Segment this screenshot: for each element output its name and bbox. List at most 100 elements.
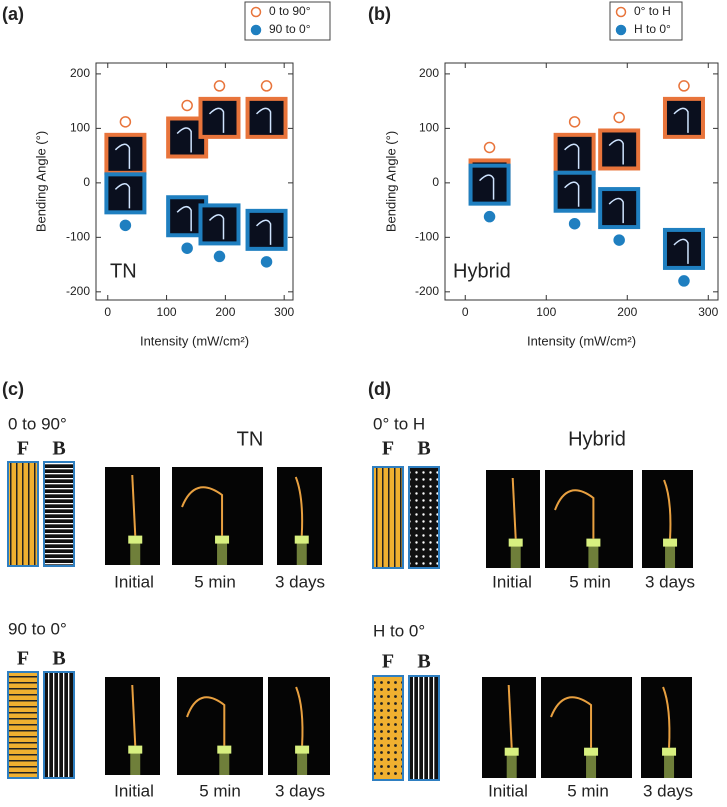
row-label: 0 to 90° — [8, 414, 67, 433]
data-point — [483, 210, 496, 223]
legend-label: 0° to H — [634, 4, 671, 18]
photo-fiber — [507, 684, 513, 748]
photo-clamp — [128, 745, 143, 754]
inset-photo — [553, 132, 596, 175]
back-label: B — [52, 648, 65, 670]
photo-clamp — [662, 747, 677, 756]
y-tick-label: 100 — [419, 121, 439, 135]
y-tick-label: 0 — [83, 175, 90, 189]
back-label: B — [417, 651, 430, 673]
photo-fiber — [295, 686, 304, 746]
y-tick-label: -200 — [66, 284, 90, 298]
inset-fiber — [564, 181, 580, 207]
annotation: Hybrid — [453, 260, 511, 282]
legend-label: 90 to 0° — [269, 22, 311, 36]
panel-title: TN — [237, 428, 264, 450]
photo-fiber — [131, 474, 137, 536]
photo-fiber — [662, 686, 671, 748]
inset-photo — [598, 128, 641, 171]
inset-photo — [198, 96, 241, 139]
inset-fiber — [114, 183, 131, 209]
photo-fiber — [550, 696, 593, 748]
data-point — [260, 80, 273, 92]
photo-caption: 3 days — [643, 781, 693, 800]
inset-photo — [104, 172, 147, 215]
x-tick-label: 100 — [157, 305, 177, 319]
photo-clamp — [663, 538, 678, 547]
data-point — [260, 256, 273, 268]
data-point — [119, 116, 132, 128]
x-tick-label: 100 — [536, 305, 556, 319]
x-tick-label: 0 — [462, 305, 469, 319]
inset-fiber — [176, 205, 192, 232]
photo-caption: Initial — [492, 572, 532, 591]
legend-label: 0 to 90° — [269, 4, 311, 18]
photo-caption: 5 min — [199, 781, 241, 800]
inset-photo — [198, 203, 241, 246]
back-pattern — [43, 461, 75, 567]
data-point — [213, 250, 226, 263]
inset-fiber — [564, 143, 580, 169]
data-point — [119, 219, 132, 232]
inset-photo — [104, 132, 147, 175]
x-tick-label: 0 — [104, 305, 111, 319]
photo-stem — [130, 747, 141, 775]
inset-fiber — [114, 143, 131, 169]
data-point — [678, 275, 690, 287]
inset-fiber — [479, 174, 495, 200]
data-point — [213, 80, 226, 92]
y-tick-label: 0 — [432, 175, 439, 189]
front-label: F — [17, 648, 29, 670]
annotation: TN — [110, 260, 137, 282]
inset-fiber — [608, 197, 624, 224]
inset-fiber — [208, 107, 225, 133]
front-label: F — [382, 438, 394, 460]
inset-photo — [553, 170, 596, 213]
panel-label: (c) — [2, 379, 24, 399]
photo-caption: Initial — [114, 781, 154, 800]
back-pattern — [408, 466, 440, 569]
photo-fiber — [554, 489, 595, 539]
photo-clamp — [294, 535, 309, 544]
photo-fiber — [186, 696, 226, 746]
photo-caption: 3 days — [645, 572, 695, 591]
x-tick-label: 300 — [274, 305, 294, 319]
photo-stem — [130, 537, 141, 565]
photo-stem — [586, 749, 597, 778]
panel-label: (b) — [368, 4, 391, 24]
y-tick-label: 100 — [70, 121, 90, 135]
back-label: B — [417, 438, 430, 460]
photo-clamp — [508, 538, 523, 547]
back-pattern — [408, 675, 440, 781]
photo-clamp — [128, 535, 143, 544]
photo-fiber — [511, 477, 517, 539]
plot-frame — [95, 62, 294, 301]
back-label: B — [52, 438, 65, 460]
front-pattern — [7, 461, 39, 567]
data-point — [181, 242, 193, 254]
inset-photo — [662, 227, 705, 270]
inset-fiber — [176, 127, 192, 153]
inset-fiber — [673, 107, 689, 133]
photo-stem — [664, 749, 675, 778]
panel-title: Hybrid — [568, 428, 626, 450]
inset-fiber — [256, 107, 272, 133]
inset-fiber — [673, 238, 689, 264]
inset-photo — [245, 96, 288, 139]
photo-clamp — [217, 745, 232, 754]
x-tick-label: 200 — [215, 305, 235, 319]
x-axis-label: Intensity (mW/cm²) — [527, 333, 636, 348]
photo-clamp — [215, 535, 230, 544]
inset-photo — [662, 96, 705, 139]
photo-stem — [296, 537, 307, 565]
panel-label: (a) — [2, 4, 24, 24]
data-point — [483, 141, 496, 154]
photo-fiber — [294, 476, 304, 536]
row-label: 90 to 0° — [8, 619, 67, 638]
photo-caption: 3 days — [275, 781, 325, 800]
data-point — [613, 111, 625, 124]
inset-photo — [598, 187, 641, 230]
y-axis-label: Bending Angle (°) — [383, 131, 398, 232]
photo-fiber — [663, 479, 672, 539]
